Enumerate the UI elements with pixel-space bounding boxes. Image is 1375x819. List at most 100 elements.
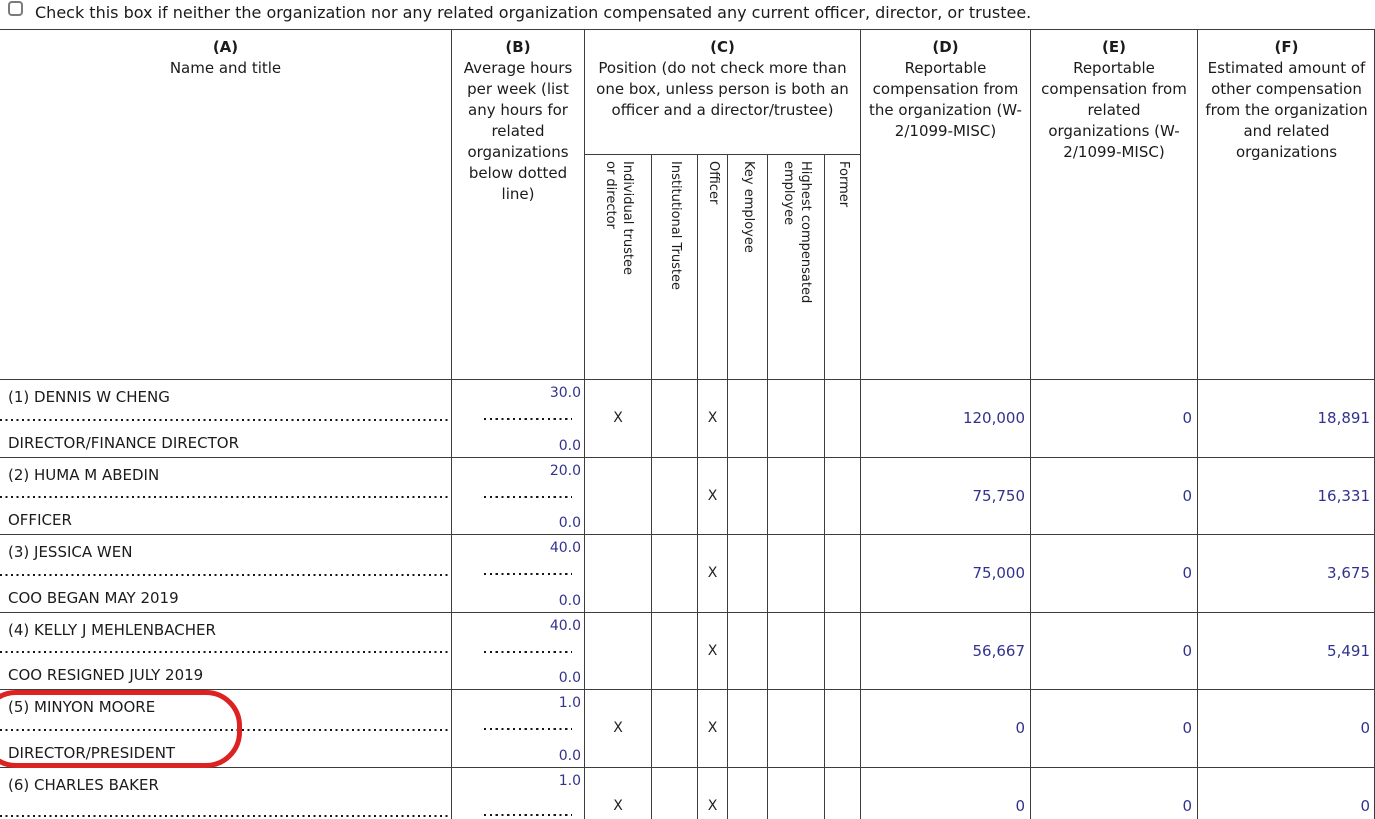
check-key-employee	[728, 690, 768, 768]
hours-dotted-line	[484, 418, 572, 421]
table-row-name-cell: (5) MINYON MOORE DIRECTOR/PRESIDENT	[0, 690, 452, 768]
no-compensation-checkbox[interactable]	[8, 1, 23, 16]
person-title: COO BEGAN MAY 2019	[8, 588, 179, 607]
check-officer: X	[698, 457, 728, 535]
check-institutional-trustee	[652, 612, 698, 690]
hours-related-org: 0.0	[558, 747, 581, 764]
check-highest-compensated	[768, 612, 825, 690]
check-institutional-trustee	[652, 535, 698, 613]
hours-dotted-line	[484, 650, 572, 653]
subheader-former: Former	[825, 155, 861, 380]
subheader-key-employee: Key employee	[728, 155, 768, 380]
dotted-leader	[0, 573, 451, 576]
check-former	[825, 612, 861, 690]
hours-related-org: 0.0	[558, 437, 581, 454]
dotted-leader	[0, 496, 451, 499]
other-comp: 3,675	[1198, 535, 1375, 613]
check-key-employee	[728, 457, 768, 535]
table-row-name-cell: (1) DENNIS W CHENG DIRECTOR/FINANCE DIRE…	[0, 380, 452, 458]
table-row-name-cell: (6) CHARLES BAKER	[0, 767, 452, 819]
hours-cell: 20.0 0.0	[452, 457, 585, 535]
hours-per-week: 1.0	[558, 695, 581, 711]
other-comp: 5,491	[1198, 613, 1375, 690]
hours-per-week: 30.0	[549, 385, 581, 401]
person-name: (6) CHARLES BAKER	[8, 775, 159, 794]
subheader-officer: Officer	[698, 155, 728, 380]
hours-related-org: 0.0	[558, 515, 581, 531]
subheader-label: Officer	[705, 161, 721, 205]
hours-per-week: 20.0	[549, 462, 581, 479]
check-institutional-trustee	[652, 767, 698, 819]
table-row-name-cell: (2) HUMA M ABEDIN OFFICER	[0, 457, 452, 535]
subheader-individual-trustee-or-director: Individual trustee or director	[585, 155, 652, 380]
subheader-label: Key employee	[740, 161, 756, 253]
hours-per-week: 40.0	[549, 617, 581, 634]
check-key-employee	[728, 612, 768, 690]
other-comp: 18,891	[1198, 380, 1375, 458]
dotted-leader	[0, 651, 451, 654]
compensation-table: (A) Name and title (B) Average hours per…	[0, 29, 1375, 819]
column-title-f: Estimated amount of other compensation f…	[1205, 59, 1368, 161]
comp-from-org: 56,667	[861, 612, 1031, 690]
column-title-b: Average hours per week (list any hours f…	[463, 59, 573, 203]
subheader-label: Individual trustee or director	[603, 161, 635, 275]
column-title-e: Reportable compensation from related org…	[1041, 59, 1187, 161]
check-highest-compensated	[768, 457, 825, 535]
check-individual-trustee: X	[585, 767, 652, 819]
person-title: DIRECTOR/FINANCE DIRECTOR	[8, 433, 240, 452]
check-individual-trustee	[585, 535, 652, 613]
check-institutional-trustee	[652, 690, 698, 768]
subheader-label: Highest compensated employee	[781, 161, 813, 304]
check-key-employee	[728, 535, 768, 613]
column-letter-f: (F)	[1274, 38, 1299, 56]
hours-dotted-line	[484, 495, 572, 498]
check-former	[825, 690, 861, 768]
comp-from-org: 0	[861, 690, 1031, 768]
check-officer: X	[698, 690, 728, 768]
column-letter-a: (A)	[212, 38, 239, 56]
check-individual-trustee: X	[585, 690, 652, 768]
column-title-c: Position (do not check more than one box…	[596, 59, 849, 119]
check-officer: X	[698, 535, 728, 613]
comp-from-org: 120,000	[861, 380, 1031, 458]
column-letter-c: (C)	[710, 38, 735, 56]
check-officer: X	[698, 767, 728, 819]
comp-from-org: 75,000	[861, 535, 1031, 613]
no-compensation-checkbox-label: Check this box if neither the organizati…	[35, 3, 1032, 22]
comp-from-org: 75,750	[861, 457, 1031, 535]
column-title-a: Name and title	[169, 59, 282, 77]
comp-from-related: 0	[1031, 380, 1198, 458]
check-individual-trustee	[585, 457, 652, 535]
comp-from-related: 0	[1031, 690, 1198, 768]
other-comp: 0	[1198, 768, 1375, 819]
other-comp: 16,331	[1198, 458, 1375, 535]
hours-per-week: 40.0	[549, 540, 581, 556]
column-header-estimated-other-comp: (F) Estimated amount of other compensati…	[1198, 30, 1375, 380]
check-key-employee	[728, 767, 768, 819]
column-title-d: Reportable compensation from the organiz…	[869, 59, 1022, 140]
hours-related-org: 0.0	[558, 670, 581, 686]
column-header-reportable-comp-org: (D) Reportable compensation from the org…	[861, 30, 1031, 380]
column-letter-e: (E)	[1102, 38, 1126, 56]
comp-from-related: 0	[1031, 767, 1198, 819]
check-officer: X	[698, 612, 728, 690]
hours-cell: 1.0 0.0	[452, 690, 585, 768]
subheader-label: Institutional Trustee	[667, 161, 683, 290]
check-individual-trustee: X	[585, 380, 652, 458]
dotted-leader	[0, 728, 451, 731]
person-title: DIRECTOR/PRESIDENT	[8, 743, 176, 762]
person-name: (4) KELLY J MEHLENBACHER	[8, 620, 216, 639]
column-letter-b: (B)	[505, 38, 531, 56]
comp-from-related: 0	[1031, 612, 1198, 690]
person-name: (5) MINYON MOORE	[8, 698, 156, 716]
no-compensation-checkbox-row: Check this box if neither the organizati…	[0, 0, 1375, 29]
hours-dotted-line	[484, 573, 572, 576]
subheader-highest-compensated-employee: Highest compensated employee	[768, 155, 825, 380]
hours-cell: 1.0	[452, 767, 585, 819]
dotted-leader	[0, 418, 451, 421]
column-header-reportable-comp-related: (E) Reportable compensation from related…	[1031, 30, 1198, 380]
check-key-employee	[728, 380, 768, 458]
hours-dotted-line	[484, 813, 572, 816]
person-name: (1) DENNIS W CHENG	[8, 388, 170, 406]
